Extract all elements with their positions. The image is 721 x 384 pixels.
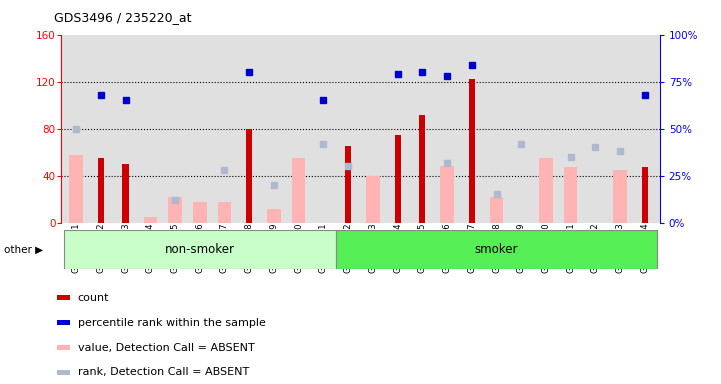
Text: GDS3496 / 235220_at: GDS3496 / 235220_at xyxy=(54,12,192,25)
Bar xyxy=(441,166,454,223)
Bar xyxy=(490,197,503,223)
Bar xyxy=(614,170,627,223)
Bar xyxy=(123,164,128,223)
Bar xyxy=(57,370,71,375)
Text: percentile rank within the sample: percentile rank within the sample xyxy=(78,318,265,328)
Bar xyxy=(394,134,401,223)
Bar xyxy=(345,146,351,223)
Bar xyxy=(267,209,280,223)
Text: smoker: smoker xyxy=(474,243,518,256)
Bar xyxy=(57,295,71,300)
Text: other ▶: other ▶ xyxy=(4,245,43,255)
Bar xyxy=(292,158,306,223)
Bar xyxy=(539,158,553,223)
Text: non-smoker: non-smoker xyxy=(165,243,235,256)
Bar xyxy=(469,79,475,223)
Text: value, Detection Call = ABSENT: value, Detection Call = ABSENT xyxy=(78,343,255,353)
Bar xyxy=(143,217,157,223)
Bar xyxy=(419,114,425,223)
Bar xyxy=(336,230,658,269)
Bar xyxy=(63,230,336,269)
Bar xyxy=(57,320,71,325)
Text: count: count xyxy=(78,293,109,303)
Bar xyxy=(168,197,182,223)
Bar xyxy=(69,154,83,223)
Bar xyxy=(98,158,104,223)
Bar xyxy=(193,202,206,223)
Bar xyxy=(366,176,380,223)
Bar xyxy=(246,129,252,223)
Bar xyxy=(218,202,231,223)
Bar xyxy=(57,345,71,350)
Bar xyxy=(642,167,648,223)
Bar xyxy=(564,167,578,223)
Text: rank, Detection Call = ABSENT: rank, Detection Call = ABSENT xyxy=(78,367,249,377)
